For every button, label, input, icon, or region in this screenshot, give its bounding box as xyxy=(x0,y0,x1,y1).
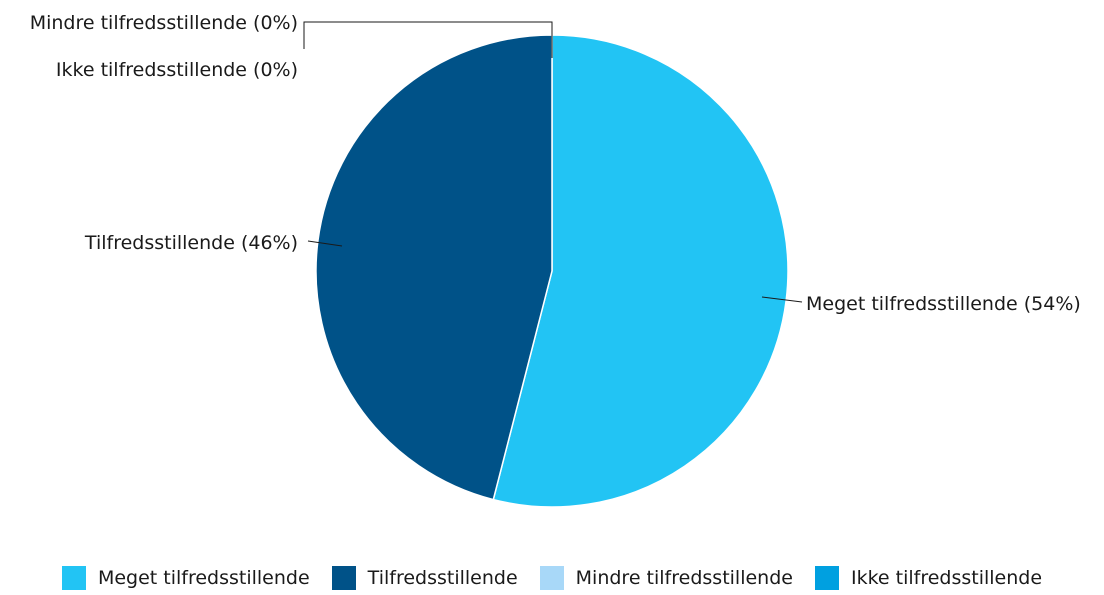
slice-labels: Meget tilfredsstillende (54%) Tilfredsst… xyxy=(30,12,1081,315)
legend-swatch-tilfreds xyxy=(331,566,356,590)
chart-legend: Meget tilfredsstillende Tilfredsstillend… xyxy=(0,566,1104,590)
legend-label-tilfreds: Tilfredsstillende xyxy=(367,567,518,589)
slice-label-meget: Meget tilfredsstillende (54%) xyxy=(806,293,1081,315)
legend-swatch-mindre xyxy=(539,566,564,590)
legend-label-meget: Meget tilfredsstillende xyxy=(97,567,310,589)
label-leader-lines xyxy=(303,21,803,303)
pie-chart-svg: Meget tilfredsstillende (54%) Tilfredsst… xyxy=(30,12,1081,508)
leader-line-mindre xyxy=(303,21,553,58)
pie-slice-tilfreds[interactable] xyxy=(315,34,553,501)
pie-slice-meget[interactable] xyxy=(492,34,789,508)
legend-item-tilfreds[interactable]: Tilfredsstillende xyxy=(331,566,518,590)
legend-swatch-meget xyxy=(61,566,86,590)
legend-item-meget[interactable]: Meget tilfredsstillende xyxy=(61,566,310,590)
pie-slices xyxy=(315,34,789,508)
slice-label-mindre: Mindre tilfredsstillende (0%) xyxy=(30,12,298,34)
leader-line-tilfreds xyxy=(307,240,343,247)
slice-label-tilfreds: Tilfredsstillende (46%) xyxy=(84,232,298,254)
legend-item-ikke[interactable]: Ikke tilfredsstillende xyxy=(814,566,1043,590)
slice-label-ikke: Ikke tilfredsstillende (0%) xyxy=(56,59,298,81)
legend-swatch-ikke xyxy=(814,566,839,590)
legend-label-mindre: Mindre tilfredsstillende xyxy=(575,567,793,589)
legend-item-mindre[interactable]: Mindre tilfredsstillende xyxy=(539,566,793,590)
legend-label-ikke: Ikke tilfredsstillende xyxy=(850,567,1043,589)
leader-line-meget xyxy=(761,296,803,303)
